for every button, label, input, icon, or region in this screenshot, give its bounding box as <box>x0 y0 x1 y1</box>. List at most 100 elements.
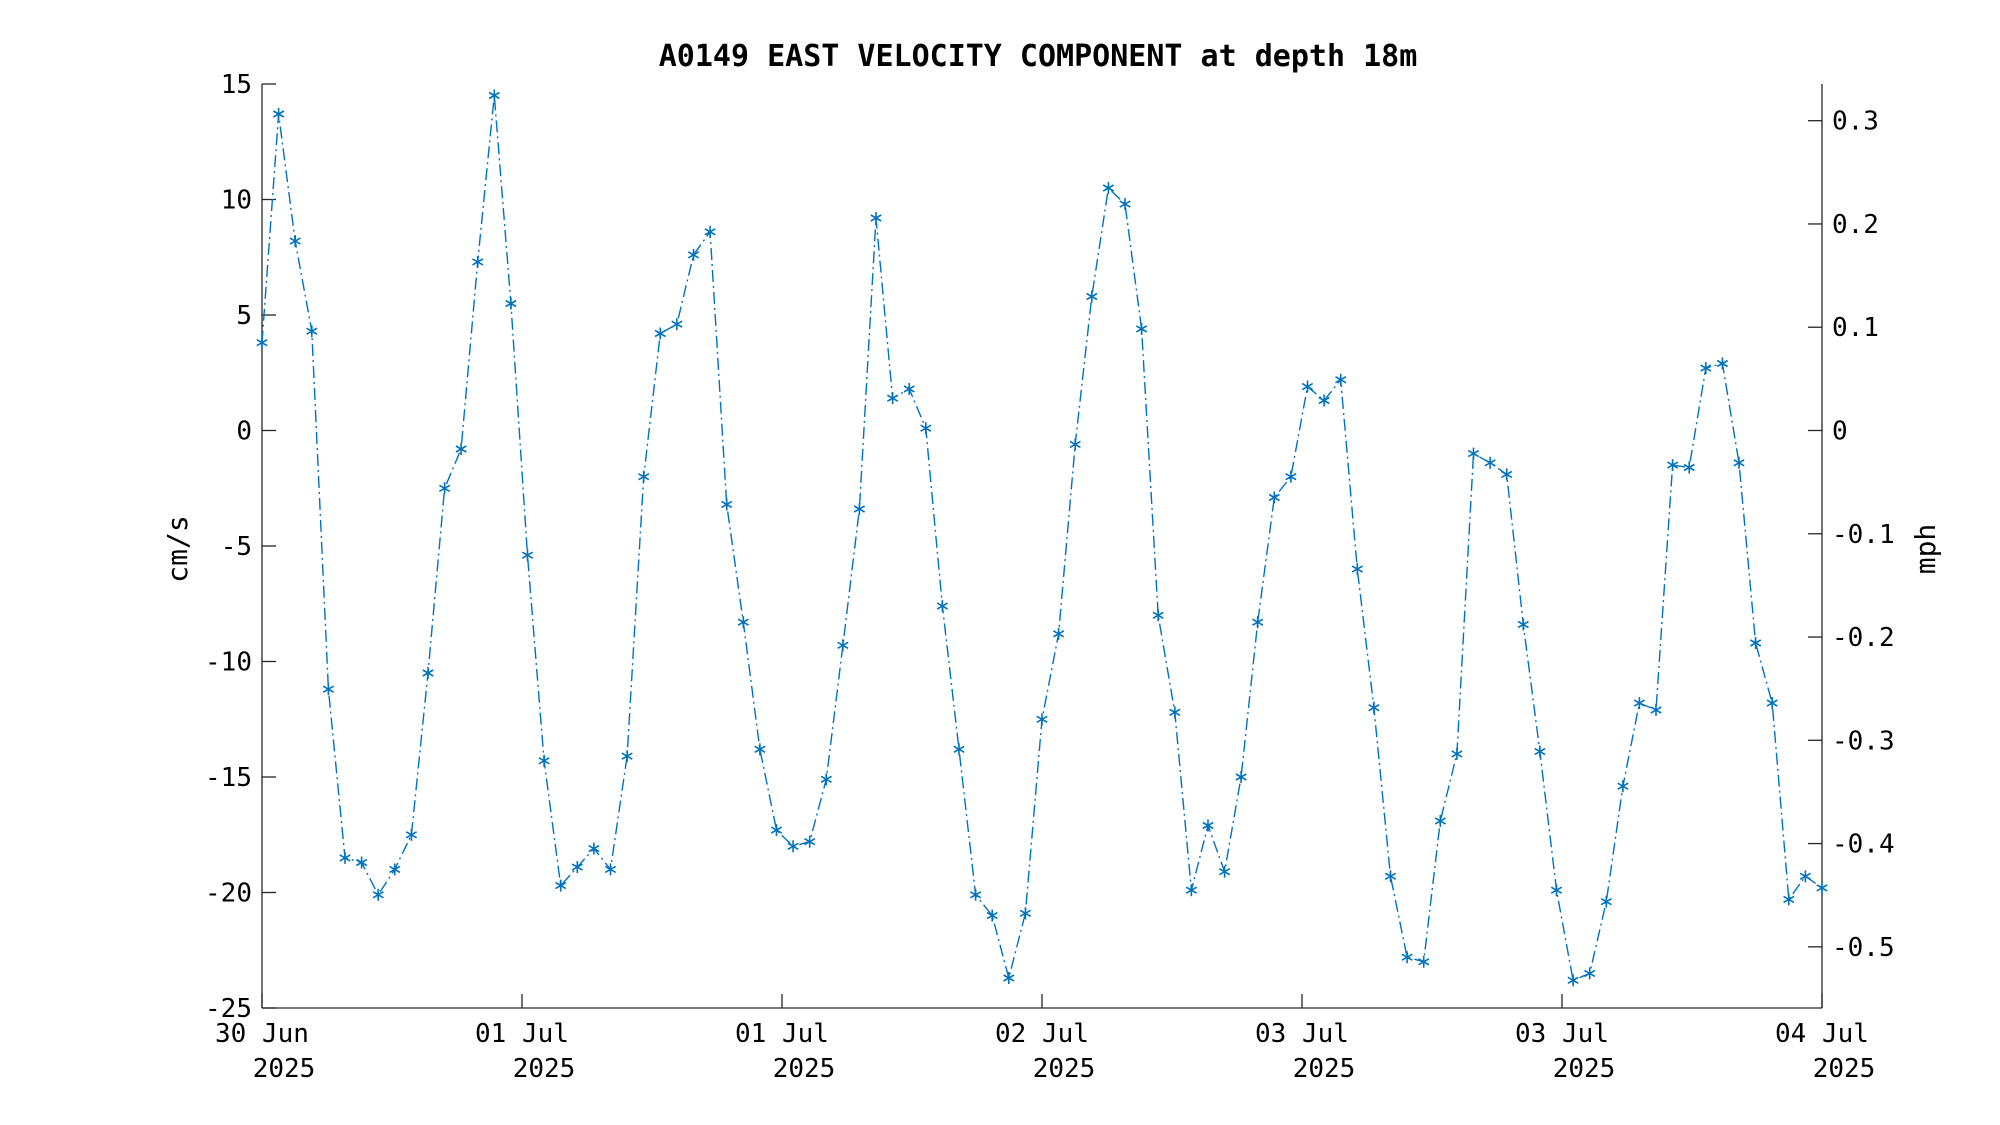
plot-area <box>256 89 1828 987</box>
y-tick-label: 10 <box>221 186 252 216</box>
data-point <box>870 212 882 224</box>
data-point <box>1418 955 1430 968</box>
data-point <box>804 835 816 848</box>
axes: 15 10 5 0 -5 -10 -15 -20 -25 0.3 0.2 0.1 0 -0.1 -0.2 -0… <box>205 70 1895 1084</box>
y2-tick-label: 0.1 <box>1832 313 1879 343</box>
data-point <box>853 503 866 515</box>
y-tick-label: 15 <box>221 70 252 100</box>
data-point <box>571 861 583 874</box>
data-point <box>737 616 749 629</box>
data-point <box>621 750 633 763</box>
data-point <box>1019 907 1032 920</box>
data-point <box>1351 563 1363 576</box>
data-point <box>1484 456 1496 469</box>
data-point <box>505 297 517 310</box>
data-point <box>1368 701 1380 714</box>
data-point <box>1384 870 1397 883</box>
data-point <box>1268 491 1280 504</box>
data-point <box>372 888 384 901</box>
data-point <box>1135 322 1148 335</box>
y-axis-label: cm/s <box>161 515 194 582</box>
data-point <box>654 327 666 340</box>
data-point <box>721 498 733 511</box>
data-point <box>1783 893 1795 906</box>
data-point <box>488 89 500 102</box>
data-point <box>389 863 401 876</box>
data-point <box>1301 380 1314 393</box>
x-tick-label-year: 2025 <box>1813 1054 1876 1084</box>
data-point <box>1716 357 1729 370</box>
y-tick-label: -15 <box>205 763 252 793</box>
data-point <box>1534 745 1546 758</box>
data-point <box>438 482 451 495</box>
y2-axis-label: mph <box>1909 524 1942 575</box>
y-tick-label: -20 <box>205 879 252 909</box>
data-point <box>969 888 982 901</box>
data-point <box>521 549 534 562</box>
data-point <box>1600 895 1612 908</box>
x-tick-label-year: 2025 <box>1293 1054 1356 1084</box>
data-point <box>953 743 965 756</box>
data-point <box>472 255 484 268</box>
data-point <box>355 856 368 869</box>
data-point <box>1617 780 1629 793</box>
data-point <box>306 325 318 338</box>
data-point <box>986 909 998 922</box>
data-point <box>1318 394 1330 407</box>
data-point <box>638 470 650 483</box>
y2-tick-label: -0.4 <box>1832 830 1895 860</box>
data-point <box>339 851 351 864</box>
x-tick-label-year: 2025 <box>253 1054 316 1084</box>
data-point <box>1517 618 1529 631</box>
data-point <box>555 879 567 892</box>
x-tick-label-year: 2025 <box>1033 1054 1096 1084</box>
data-point <box>820 773 832 786</box>
data-point <box>1401 951 1413 964</box>
data-point <box>1816 881 1828 894</box>
data-point <box>837 639 849 652</box>
x-tick-label-year: 2025 <box>513 1054 576 1084</box>
data-point <box>1003 972 1015 984</box>
data-point <box>289 235 301 248</box>
data-point <box>936 600 949 613</box>
x-tick-label-year: 2025 <box>773 1054 836 1084</box>
data-point <box>1700 362 1712 375</box>
data-point <box>1102 182 1115 194</box>
data-point <box>1152 609 1164 622</box>
data-point <box>1185 884 1198 897</box>
data-point <box>1733 456 1745 469</box>
data-point <box>1285 470 1297 483</box>
data-point <box>588 842 600 855</box>
data-point <box>787 840 799 853</box>
x-tick-label-year: 2025 <box>1553 1054 1616 1084</box>
data-point <box>538 754 550 767</box>
data-point <box>886 392 899 405</box>
data-point <box>422 667 434 679</box>
data-point <box>1335 373 1347 386</box>
data-point <box>1749 637 1762 649</box>
data-point <box>1119 198 1131 211</box>
y2-tick-label: -0.2 <box>1832 623 1895 653</box>
data-point <box>1086 290 1098 303</box>
data-point <box>1169 706 1181 719</box>
data-point <box>920 422 932 435</box>
data-point <box>1766 697 1778 710</box>
data-point <box>1069 438 1081 451</box>
data-point <box>1252 616 1264 629</box>
data-point <box>1434 814 1446 827</box>
data-point <box>1218 865 1231 878</box>
y2-tick-label: -0.5 <box>1832 933 1895 963</box>
data-point <box>1633 697 1646 710</box>
data-point <box>1550 884 1563 897</box>
data-point <box>256 336 268 349</box>
y-tick-label: -10 <box>205 648 252 678</box>
data-point <box>903 382 915 395</box>
data-point <box>272 108 285 120</box>
data-point <box>1666 459 1679 472</box>
data-point <box>704 225 716 238</box>
data-point <box>671 318 683 331</box>
x-tick-label-date: 03 Jul <box>1515 1019 1609 1049</box>
chart-title: A0149 EAST VELOCITY COMPONENT at depth 1… <box>659 39 1418 74</box>
y-tick-label: -25 <box>205 994 252 1024</box>
